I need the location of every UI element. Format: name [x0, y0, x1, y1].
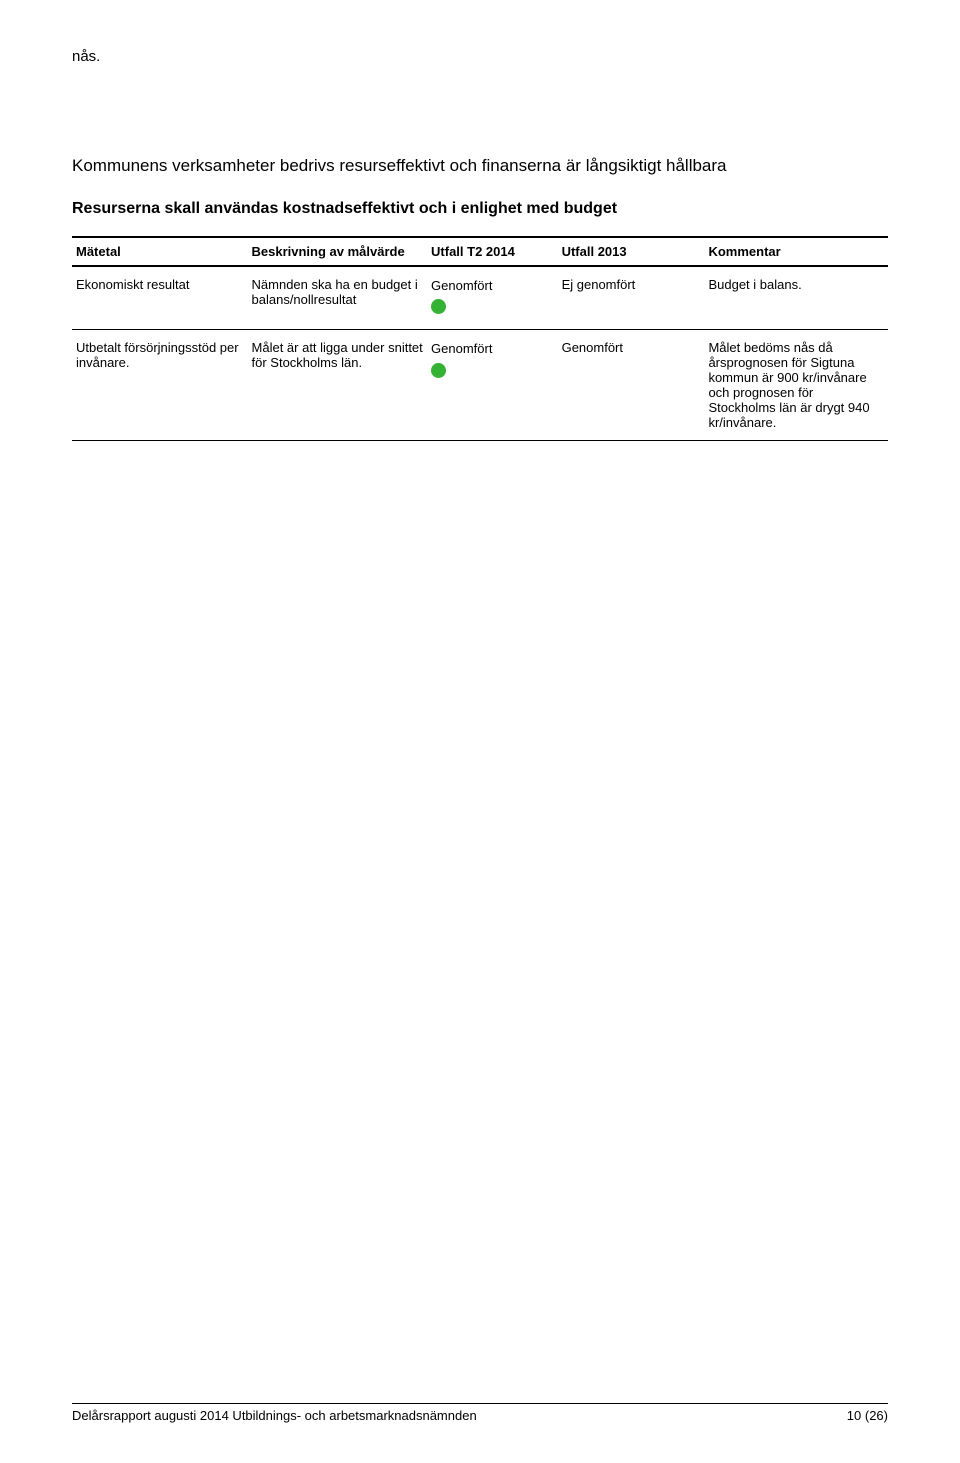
footer-right: 10 (26)	[847, 1408, 888, 1423]
table-header-row: Mätetal Beskrivning av målvärde Utfall T…	[72, 237, 888, 266]
section-heading: Kommunens verksamheter bedrivs resurseff…	[72, 155, 888, 178]
col-header-utfall-2014: Utfall T2 2014	[431, 237, 562, 266]
cell-utfall-2013: Ej genomfört	[562, 266, 709, 330]
cell-utfall-2013: Genomfört	[562, 330, 709, 441]
cell-matetal: Utbetalt försörjningsstöd per invånare.	[72, 330, 252, 441]
table-row: Ekonomiskt resultat Nämnden ska ha en bu…	[72, 266, 888, 330]
table-row: Utbetalt försörjningsstöd per invånare. …	[72, 330, 888, 441]
cell-kommentar: Målet bedöms nås då årsprognosen för Sig…	[708, 330, 888, 441]
footer-left: Delårsrapport augusti 2014 Utbildnings- …	[72, 1408, 477, 1423]
utfall14-label: Genomfört	[431, 278, 492, 293]
page-footer: Delårsrapport augusti 2014 Utbildnings- …	[72, 1403, 888, 1423]
status-dot-icon	[431, 299, 446, 314]
col-header-beskrivning: Beskrivning av målvärde	[252, 237, 432, 266]
status-dot-icon	[431, 363, 446, 378]
col-header-matetal: Mätetal	[72, 237, 252, 266]
cell-beskrivning: Målet är att ligga under snittet för Sto…	[252, 330, 432, 441]
cell-kommentar: Budget i balans.	[708, 266, 888, 330]
section-subheading: Resurserna skall användas kostnadseffekt…	[72, 200, 888, 218]
leading-fragment: nås.	[72, 48, 888, 65]
cell-utfall-2014: Genomfört	[431, 266, 562, 330]
utfall14-label: Genomfört	[431, 341, 492, 356]
cell-beskrivning: Nämnden ska ha en budget i balans/nollre…	[252, 266, 432, 330]
page: nås. Kommunens verksamheter bedrivs resu…	[0, 0, 960, 1463]
cell-matetal: Ekonomiskt resultat	[72, 266, 252, 330]
col-header-kommentar: Kommentar	[708, 237, 888, 266]
metrics-table: Mätetal Beskrivning av målvärde Utfall T…	[72, 236, 888, 441]
cell-utfall-2014: Genomfört	[431, 330, 562, 441]
col-header-utfall-2013: Utfall 2013	[562, 237, 709, 266]
